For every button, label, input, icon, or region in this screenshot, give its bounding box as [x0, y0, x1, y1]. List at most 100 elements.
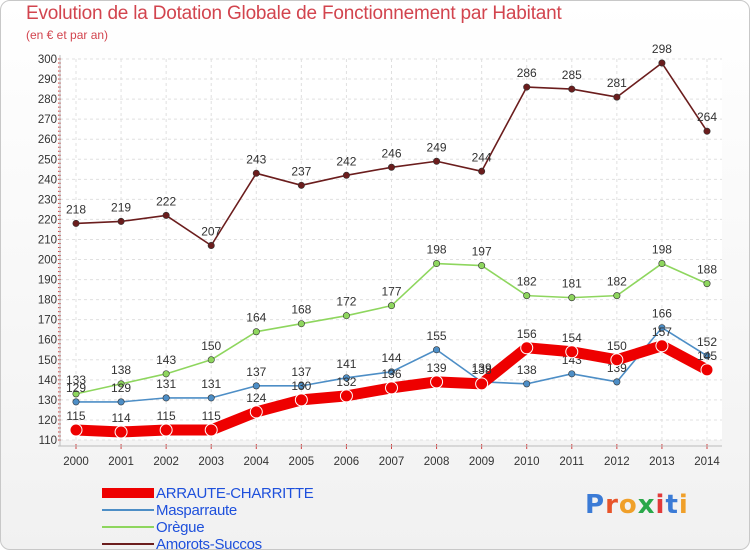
data-point: [72, 390, 80, 398]
data-point: [252, 382, 260, 390]
x-tick-label: 2002: [153, 456, 179, 468]
data-point: [117, 398, 125, 406]
x-tick-label: 2011: [559, 456, 584, 468]
data-point: [297, 382, 305, 390]
data-label: 285: [562, 68, 582, 82]
data-point: [297, 320, 305, 328]
data-label: 139: [427, 361, 447, 375]
data-point: [72, 219, 80, 227]
data-point: [433, 346, 441, 354]
x-tick-label: 2007: [379, 456, 405, 468]
data-point: [207, 356, 215, 364]
chart-legend: ARRAUTE-CHARRITTE Masparraute Orègue Amorot…: [102, 485, 362, 553]
y-tick-label: 190: [38, 275, 57, 287]
data-label: 129: [111, 381, 131, 395]
data-label: 114: [112, 411, 131, 425]
data-label: 243: [246, 152, 266, 166]
y-tick-label: 140: [38, 375, 57, 387]
data-label: 138: [472, 363, 492, 377]
data-label: 242: [336, 154, 356, 168]
data-label: 115: [66, 409, 85, 423]
data-label: 286: [517, 66, 537, 80]
data-point: [387, 368, 395, 376]
data-label: 249: [427, 140, 447, 154]
data-point: [252, 169, 260, 177]
legend-label: Masparraute: [156, 502, 237, 519]
x-tick-label: 2000: [63, 456, 89, 468]
data-label: 141: [336, 357, 356, 371]
y-tick-label: 150: [38, 355, 57, 367]
data-point: [159, 423, 173, 437]
y-tick-label: 160: [38, 335, 57, 347]
data-point: [387, 302, 395, 310]
y-tick-label: 200: [38, 255, 57, 267]
data-point: [207, 394, 215, 402]
data-label: 246: [381, 146, 401, 160]
data-point: [72, 398, 80, 406]
x-tick-label: 2012: [604, 456, 630, 468]
data-point: [523, 292, 531, 300]
x-tick-label: 2006: [334, 456, 360, 468]
legend-swatch: [102, 526, 154, 528]
x-tick-label: 2008: [424, 456, 450, 468]
x-tick-label: 2004: [243, 456, 269, 468]
data-label: 130: [291, 379, 311, 393]
data-point: [655, 339, 669, 353]
data-point: [249, 405, 263, 419]
data-point: [520, 341, 534, 355]
data-point: [478, 167, 486, 175]
legend-swatch: [102, 488, 154, 498]
y-tick-label: 130: [38, 395, 57, 407]
data-label: 145: [697, 349, 717, 363]
data-point: [69, 423, 83, 437]
data-label: 182: [607, 275, 627, 289]
data-point: [613, 292, 621, 300]
data-label: 182: [517, 275, 537, 289]
data-point: [342, 374, 350, 382]
data-point: [703, 352, 711, 360]
data-label: 198: [427, 243, 447, 257]
data-point: [700, 363, 714, 377]
data-label: 237: [291, 164, 311, 178]
data-label: 144: [381, 351, 401, 365]
data-label: 133: [66, 373, 86, 387]
legend-label: ARRAUTE-CHARRITTE: [156, 485, 314, 502]
data-label: 298: [652, 42, 672, 56]
data-label: 137: [291, 365, 311, 379]
x-tick-label: 2001: [108, 456, 134, 468]
data-point: [339, 389, 353, 403]
data-label: 168: [291, 303, 311, 317]
legend-item: ARRAUTE-CHARRITTE: [102, 485, 362, 502]
y-tick-label: 230: [38, 194, 57, 206]
data-point: [703, 127, 711, 135]
data-label: 219: [111, 200, 131, 214]
x-tick-label: 2003: [198, 456, 224, 468]
data-point: [252, 328, 260, 336]
data-point: [204, 423, 218, 437]
data-label: 222: [156, 194, 176, 208]
data-point: [658, 260, 666, 268]
data-label: 138: [517, 363, 537, 377]
data-point: [387, 163, 395, 171]
data-label: 152: [697, 335, 717, 349]
legend-item: Amorots-Succos: [102, 536, 362, 553]
data-point: [162, 211, 170, 219]
data-point: [342, 312, 350, 320]
legend-item: Masparraute: [102, 502, 362, 519]
data-point: [117, 217, 125, 225]
data-label: 129: [66, 381, 86, 395]
data-point: [207, 241, 215, 249]
data-point: [297, 181, 305, 189]
y-tick-label: 170: [38, 315, 57, 327]
data-label: 136: [381, 367, 401, 381]
data-point: [565, 345, 579, 359]
data-label: 150: [607, 339, 627, 353]
x-tick-label: 2013: [649, 456, 675, 468]
data-point: [114, 425, 128, 439]
data-label: 155: [427, 329, 447, 343]
data-label: 115: [202, 409, 221, 423]
data-point: [613, 378, 621, 386]
data-label: 172: [336, 295, 356, 309]
data-label: 164: [246, 311, 266, 325]
